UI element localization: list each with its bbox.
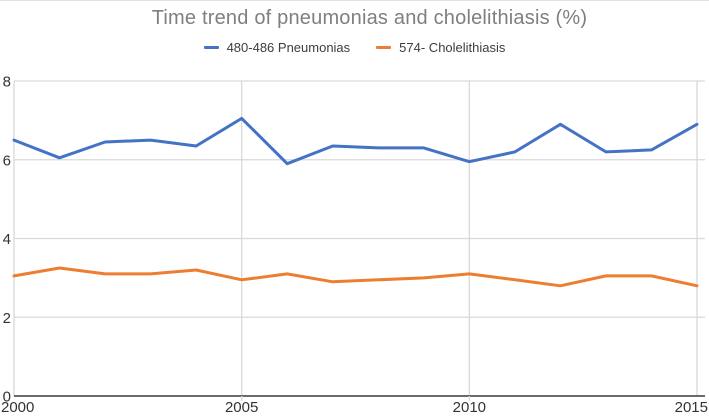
x-tick-label: 2015 (675, 399, 708, 416)
pneumonias-series-line (12, 116, 699, 166)
chart-legend: 480-486 Pneumonias 574- Cholelithiasis (0, 40, 709, 55)
cholelithiasis-series-line (12, 266, 699, 288)
x-tick-label: 2010 (453, 399, 486, 416)
y-tick-label: 8 (3, 74, 11, 91)
x-tick-label: 2000 (1, 399, 34, 416)
y-tick-label: 4 (3, 231, 11, 248)
legend-item-pneumonias: 480-486 Pneumonias (203, 40, 351, 55)
legend-label-cholelithiasis: 574- Cholelithiasis (399, 40, 506, 55)
pneumonias-line-swatch-icon (203, 45, 219, 50)
cholelithiasis-line-swatch-icon (376, 45, 392, 50)
y-tick-label: 6 (3, 152, 11, 169)
chart-title: Time trend of pneumonias and cholelithia… (151, 7, 588, 29)
y-tick-label: 0 (3, 389, 11, 406)
legend-item-cholelithiasis: 574- Cholelithiasis (376, 40, 505, 55)
legend-label-pneumonias: 480-486 Pneumonias (226, 40, 351, 55)
y-tick-label: 2 (3, 310, 11, 327)
x-tick-label: 2005 (225, 399, 258, 416)
